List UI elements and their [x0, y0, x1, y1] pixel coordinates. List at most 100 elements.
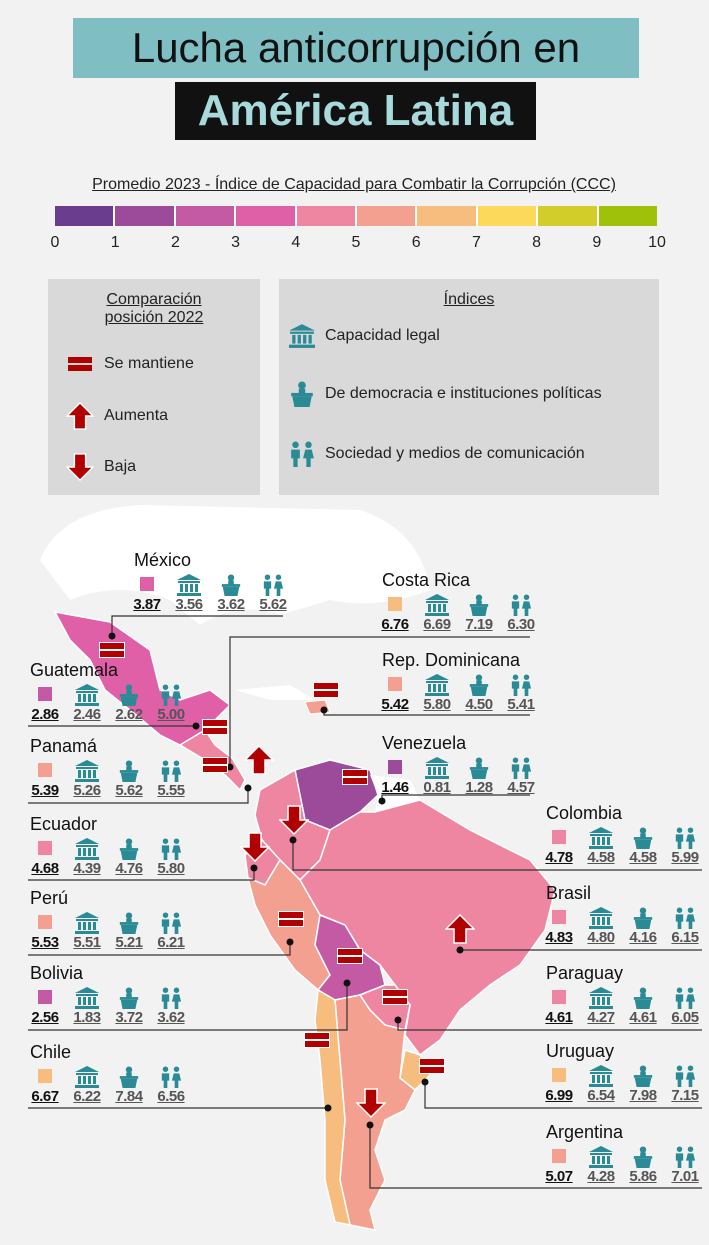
marker-chile-same	[305, 1031, 329, 1049]
institution-icon	[75, 760, 99, 782]
country-name: México	[134, 550, 192, 570]
country-label-paraguay: Paraguay 4.61 4.27 4.61 6.05	[538, 963, 706, 1026]
scale-tick-label: 4	[291, 234, 301, 251]
marker-uruguay-same	[420, 1057, 444, 1075]
legal-value: 1.83	[73, 1009, 101, 1026]
institution-icon	[289, 324, 315, 348]
legal-value: 5.26	[73, 782, 101, 799]
ballot-box-icon	[117, 684, 141, 706]
country-name: Costa Rica	[382, 570, 471, 590]
legend-label: Aumenta	[104, 407, 169, 424]
legal-value: 6.22	[73, 1088, 101, 1105]
institution-icon	[589, 1065, 613, 1087]
institution-icon	[75, 1066, 99, 1088]
ccc-color-swatch	[38, 915, 52, 929]
ccc-color-swatch	[140, 577, 154, 591]
ccc-value: 5.39	[31, 782, 59, 799]
democracy-value: 5.21	[115, 934, 143, 951]
scale-tick-label: 8	[532, 234, 542, 251]
marker-bolivia-same	[338, 947, 362, 965]
scale-segment	[115, 206, 176, 226]
country-name: Ecuador	[30, 814, 98, 834]
legal-value: 5.80	[423, 696, 451, 713]
institution-icon	[75, 838, 99, 860]
ccc-value: 5.07	[545, 1168, 573, 1185]
arrow-up-icon	[66, 402, 94, 430]
legend-label: Baja	[104, 458, 137, 475]
institution-icon	[177, 574, 201, 596]
ballot-box-icon	[467, 757, 491, 779]
ballot-box-icon	[289, 381, 315, 407]
ccc-value: 3.87	[133, 596, 161, 613]
democracy-value: 4.16	[629, 929, 657, 946]
ccc-color-swatch	[552, 830, 566, 844]
scale-tick-label: 7	[471, 234, 481, 251]
ballot-box-icon	[467, 594, 491, 616]
marker-venezuela-same	[343, 768, 367, 786]
ccc-value: 6.76	[381, 616, 409, 633]
institution-icon	[425, 674, 449, 696]
people-icon	[289, 441, 315, 467]
legend-item-up: Aumenta	[66, 402, 168, 430]
ccc-value: 4.83	[545, 929, 573, 946]
country-label-brasil: Brasil 4.83 4.80 4.16 6.15	[538, 883, 706, 946]
institution-icon	[589, 907, 613, 929]
ballot-box-icon	[631, 1065, 655, 1087]
scale-tick-label: 3	[231, 234, 241, 251]
ccc-value: 5.42	[381, 696, 409, 713]
ballot-box-icon	[117, 760, 141, 782]
scale-segment	[598, 206, 658, 226]
institution-icon	[75, 912, 99, 934]
society-value: 6.56	[157, 1088, 185, 1105]
society-value: 5.99	[671, 849, 699, 866]
society-value: 6.05	[671, 1009, 699, 1026]
society-value: 7.15	[671, 1087, 699, 1104]
legal-value: 5.51	[73, 934, 101, 951]
country-name: Colombia	[546, 803, 623, 823]
society-value: 4.57	[507, 779, 535, 796]
legal-value: 2.46	[73, 706, 101, 723]
legal-value: 4.27	[587, 1009, 615, 1026]
ccc-value: 2.86	[31, 706, 59, 723]
equal-icon	[68, 355, 92, 373]
scale-tick-label: 2	[170, 234, 180, 251]
society-value: 5.41	[507, 696, 535, 713]
country-name: Brasil	[546, 883, 592, 903]
legal-value: 4.80	[587, 929, 615, 946]
ballot-box-icon	[631, 907, 655, 929]
institution-icon	[75, 684, 99, 706]
legal-value: 4.39	[73, 860, 101, 877]
people-icon	[159, 912, 183, 934]
country-label-mexico: México 3.87 3.56 3.62 5.62	[126, 550, 294, 613]
scale-segment	[477, 206, 539, 226]
people-icon	[673, 1065, 697, 1087]
leader-argentina	[369, 1125, 702, 1189]
ccc-value: 2.56	[31, 1009, 59, 1026]
country-label-ecuador: Ecuador 4.68 4.39 4.76 5.80	[24, 814, 192, 877]
people-icon	[261, 574, 285, 596]
ccc-color-swatch	[38, 763, 52, 777]
scale-segment	[538, 206, 599, 226]
ccc-color-swatch	[38, 990, 52, 1004]
marker-peru-same	[279, 910, 303, 928]
people-icon	[159, 684, 183, 706]
people-icon	[673, 907, 697, 929]
country-label-guatemala: Guatemala 2.86 2.46 2.62 5.00	[24, 660, 192, 723]
legal-value: 6.69	[423, 616, 451, 633]
leader-bolivia	[28, 983, 348, 1031]
ccc-color-swatch	[388, 597, 402, 611]
scale-segment	[357, 206, 418, 226]
scale-tick-label: 6	[411, 234, 421, 251]
legend-indices-title: Índices	[443, 291, 495, 308]
ballot-box-icon	[117, 987, 141, 1009]
scale-tick-label: 9	[592, 234, 602, 251]
country-name: Perú	[30, 888, 69, 908]
legend-item-society: Sociedad y medios de comunicación	[289, 441, 585, 467]
legend-label: Capacidad legal	[325, 327, 440, 344]
institution-icon	[425, 594, 449, 616]
society-value: 7.01	[671, 1168, 699, 1185]
people-icon	[509, 674, 533, 696]
title-line-1: Lucha anticorrupción en	[73, 18, 639, 78]
legend-item-down: Baja	[66, 453, 136, 481]
country-label-bolivia: Bolivia 2.56 1.83 3.72 3.62	[24, 963, 192, 1026]
